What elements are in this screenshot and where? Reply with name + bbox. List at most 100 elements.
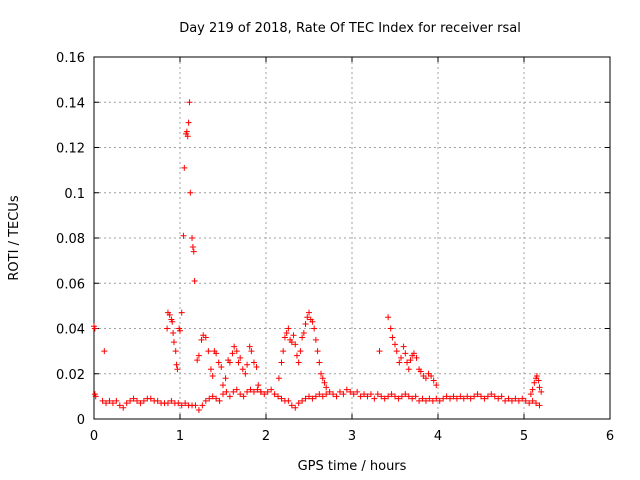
data-point <box>371 395 378 402</box>
data-point <box>222 375 229 382</box>
data-point <box>318 370 325 377</box>
data-point <box>290 332 297 339</box>
data-point <box>250 359 257 366</box>
data-point <box>170 330 177 337</box>
data-point <box>309 318 316 325</box>
data-point <box>316 391 323 398</box>
y-tick-label: 0 <box>77 413 85 428</box>
y-tick-label: 0.14 <box>56 96 85 111</box>
data-point <box>519 395 526 402</box>
data-point <box>293 352 300 359</box>
data-point <box>207 366 214 373</box>
data-point <box>189 235 196 241</box>
data-point <box>244 361 251 368</box>
data-point <box>433 382 440 389</box>
data-point <box>218 363 225 370</box>
data-point <box>192 402 199 409</box>
data-point <box>187 189 194 196</box>
data-point <box>190 248 197 255</box>
data-point <box>229 350 236 357</box>
data-point <box>488 391 495 398</box>
chart-title: Day 219 of 2018, Rate Of TEC Index for r… <box>179 21 521 36</box>
data-point <box>278 359 285 366</box>
data-point <box>378 393 385 400</box>
data-point <box>174 366 181 373</box>
x-axis-label: GPS time / hours <box>298 459 407 474</box>
data-point <box>471 393 478 400</box>
data-point <box>405 366 412 373</box>
data-point <box>134 397 140 404</box>
data-point <box>246 343 253 350</box>
data-point <box>433 395 440 402</box>
data-point <box>453 395 460 402</box>
y-tick-label: 0.06 <box>56 277 85 292</box>
data-point <box>137 400 144 407</box>
data-point <box>436 397 443 404</box>
data-point <box>407 357 414 364</box>
data-point <box>304 314 311 321</box>
data-point <box>240 393 247 400</box>
data-point <box>533 373 540 380</box>
data-point <box>209 373 216 380</box>
data-point <box>314 348 321 355</box>
data-point <box>522 397 529 404</box>
data-point <box>91 325 98 332</box>
data-point <box>92 393 99 400</box>
data-point <box>202 397 209 404</box>
data-point <box>527 391 534 398</box>
data-point <box>385 314 392 321</box>
data-point <box>367 391 374 398</box>
data-point <box>195 352 202 359</box>
data-point <box>99 397 106 404</box>
data-point <box>250 388 257 395</box>
data-point <box>154 397 161 404</box>
data-point <box>302 395 309 402</box>
data-point <box>216 397 223 404</box>
data-point <box>180 232 187 239</box>
data-point <box>253 363 260 370</box>
data-point <box>103 400 110 407</box>
data-point <box>336 388 343 395</box>
y-tick-label: 0.16 <box>56 51 85 66</box>
data-point <box>529 397 536 404</box>
data-point <box>457 393 464 400</box>
data-point <box>235 359 242 366</box>
data-point <box>347 388 354 395</box>
data-point <box>440 395 447 402</box>
data-point <box>169 318 176 325</box>
data-point <box>422 397 429 404</box>
data-point <box>223 388 230 395</box>
data-point <box>113 397 120 404</box>
data-point <box>316 359 323 366</box>
data-point <box>388 391 395 398</box>
data-point <box>467 395 474 402</box>
data-point <box>170 339 177 346</box>
data-point <box>333 393 340 400</box>
data-point <box>300 330 307 337</box>
data-point <box>177 327 183 334</box>
data-point <box>168 397 175 404</box>
data-point <box>261 391 268 398</box>
data-point <box>354 388 361 395</box>
data-point <box>405 393 412 400</box>
data-point <box>400 343 407 350</box>
data-point <box>220 391 226 398</box>
data-point <box>120 404 127 411</box>
y-tick-label: 0.12 <box>56 142 85 157</box>
data-point <box>206 395 213 402</box>
axis-ticks: 0 1 2 3 4 5 6 0 0.02 0.04 0.06 0.08 0.1 0.12 0.14 0.16 <box>56 51 614 444</box>
data-point <box>357 393 364 400</box>
data-point <box>426 395 433 402</box>
data-point <box>264 388 271 395</box>
data-point <box>398 393 405 400</box>
data-point <box>323 391 330 398</box>
y-axis-label: ROTI / TECUs <box>7 195 22 280</box>
data-point <box>364 393 371 400</box>
data-point <box>213 395 220 402</box>
data-point <box>195 406 202 413</box>
data-point <box>491 393 498 400</box>
data-point <box>101 348 108 355</box>
data-point <box>321 379 328 386</box>
data-point <box>498 393 505 400</box>
data-point <box>268 386 275 393</box>
